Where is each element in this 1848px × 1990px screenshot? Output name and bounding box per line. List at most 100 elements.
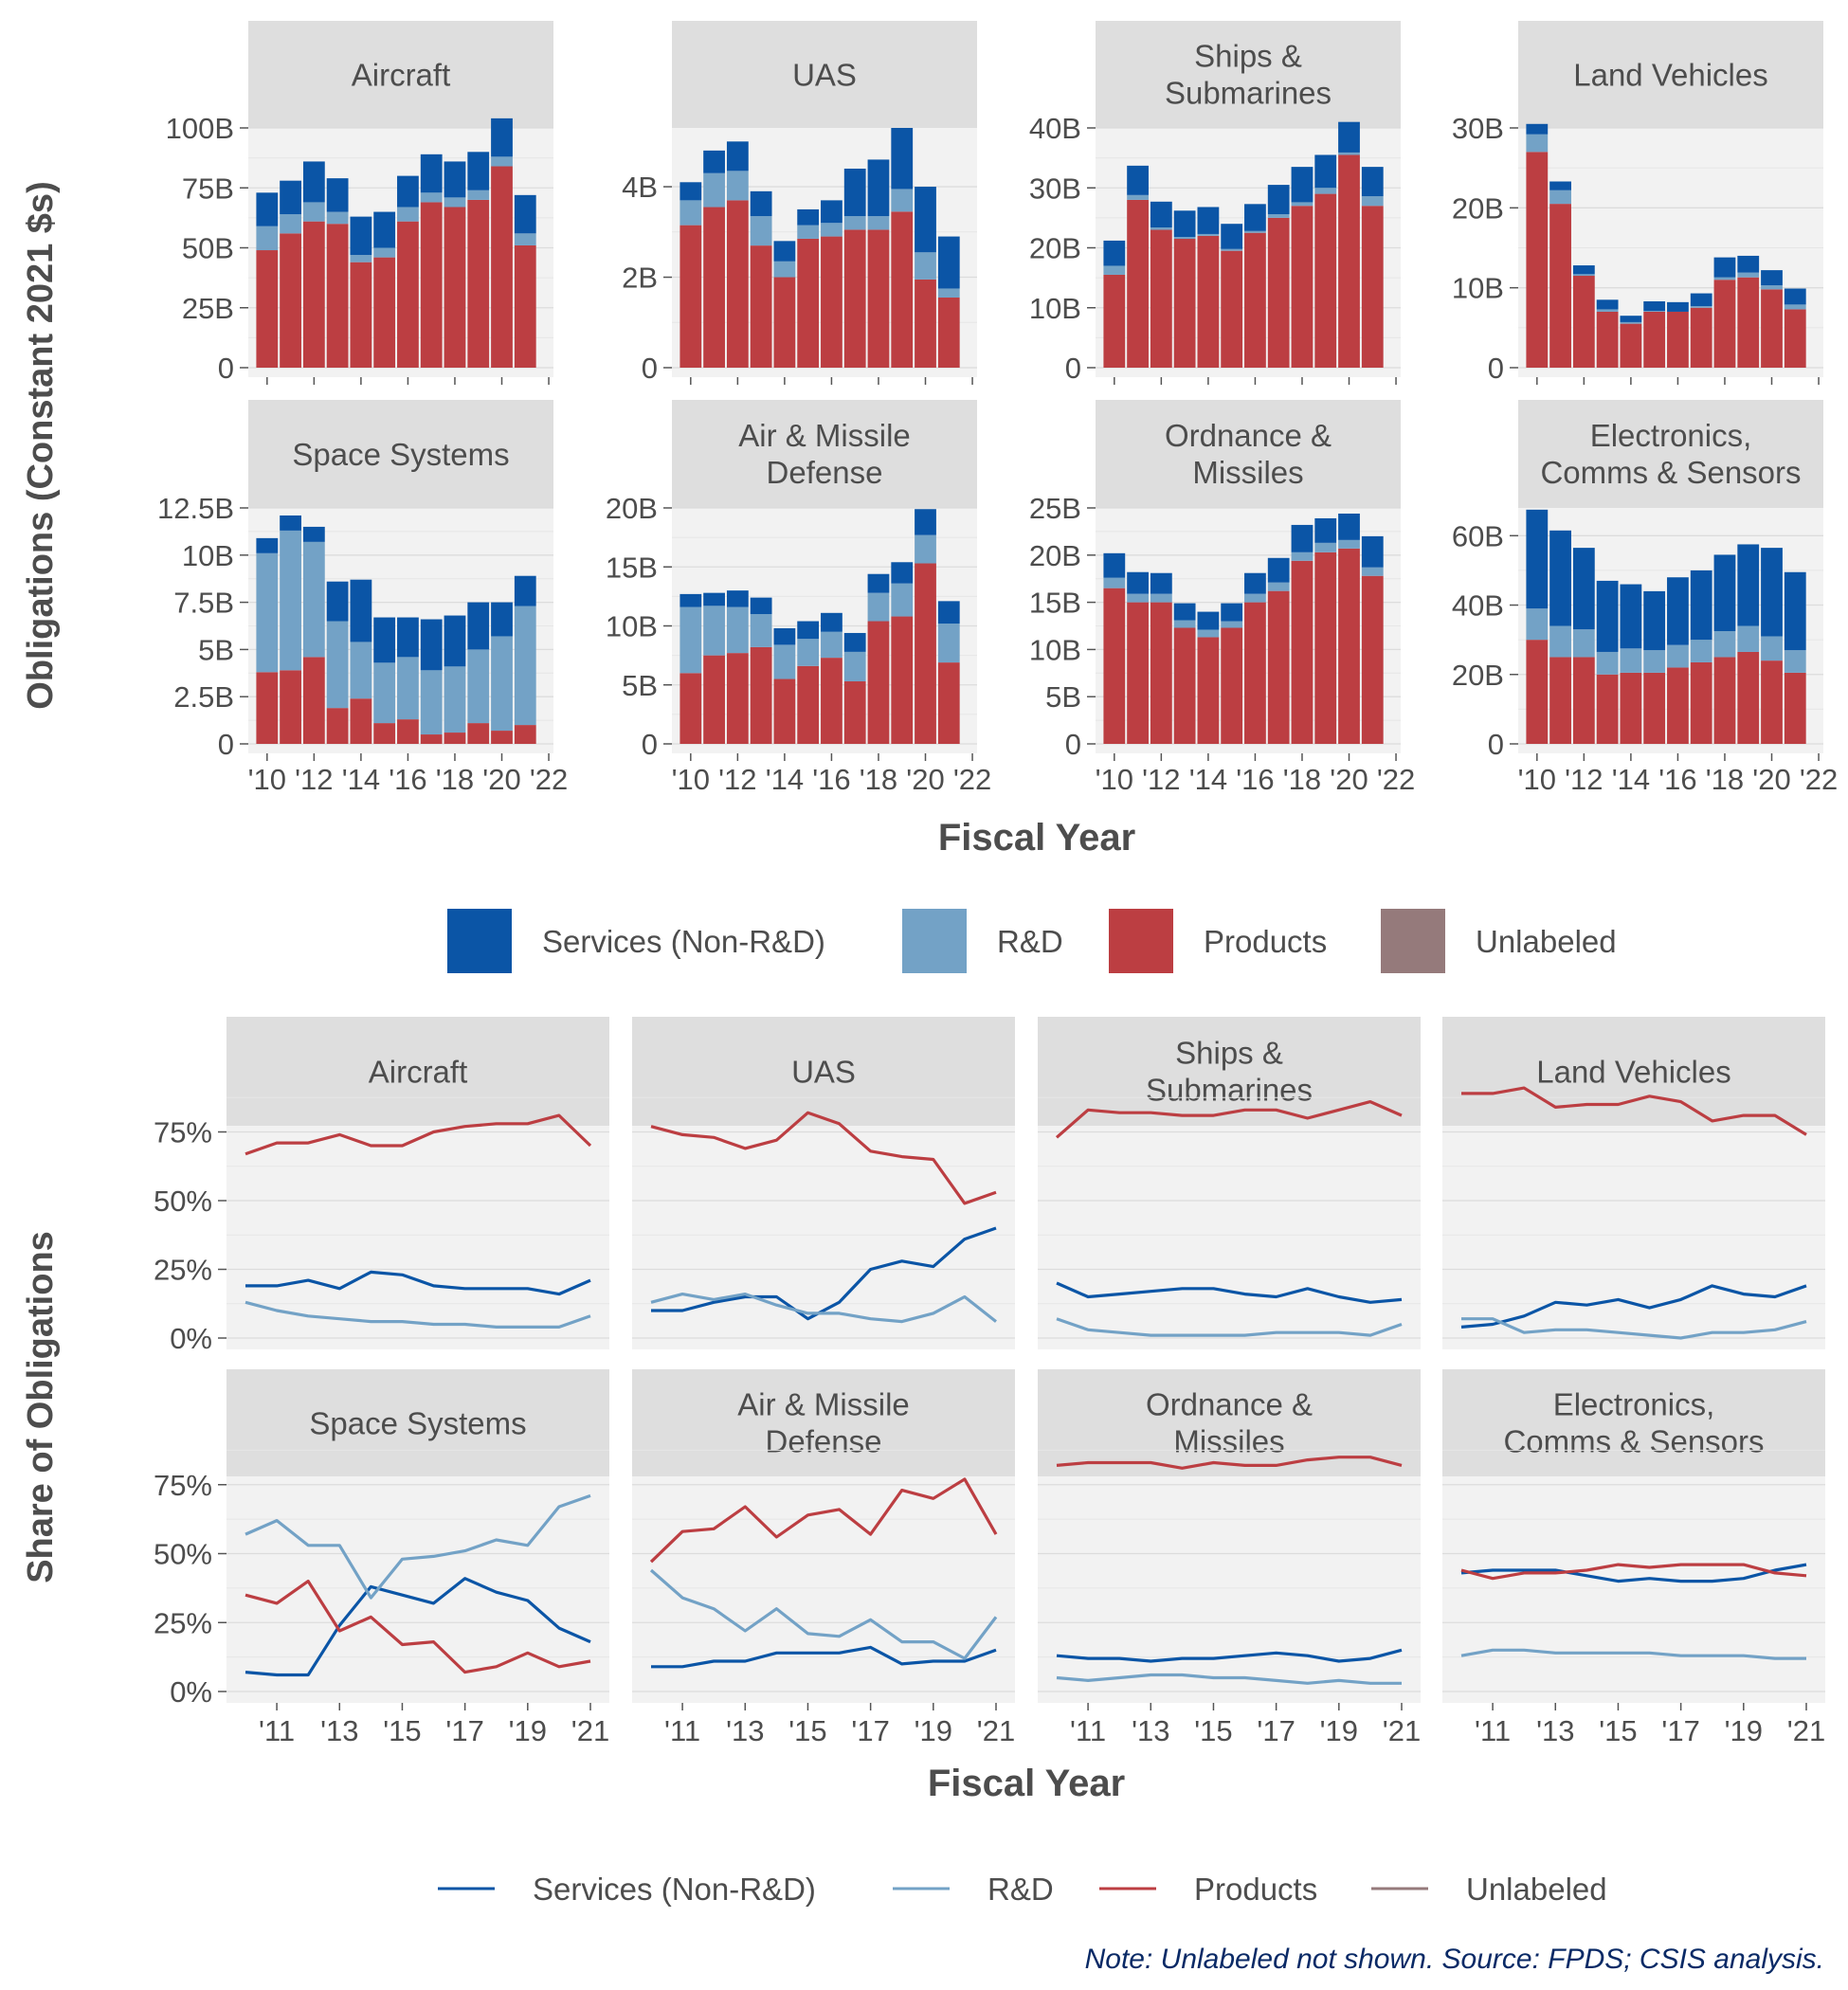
facet-top-6-bar-services (773, 627, 796, 645)
facet-top-7-bar-services (1127, 571, 1149, 594)
facet-top-3-title-line1: Ships & (1194, 39, 1302, 74)
legend-top-label-4: Unlabeled (1476, 924, 1617, 959)
facet-bottom-8-line-products (1460, 1563, 1807, 1581)
facet-bottom-8-x-tick-label: '15 (1599, 1714, 1637, 1747)
facet-top-1-bar-services (350, 216, 372, 256)
legend-bottom-label-2: R&D (987, 1872, 1054, 1907)
facet-top-1-bar-services (467, 152, 490, 190)
facet-top-6-bar-rnd (703, 606, 725, 656)
facet-top-7-x-tick-label: '14 (1189, 763, 1227, 796)
facet-top-1-bar-products (514, 244, 536, 368)
facet-top-3-bar-rnd (1221, 248, 1243, 251)
facet-top-2-bar-services (703, 150, 725, 173)
facet-top-2-bar-products (891, 211, 914, 368)
facet-top-4-bar-services (1761, 270, 1783, 286)
facet-bottom-8-x-tick-label: '21 (1787, 1714, 1825, 1747)
facet-top-3-bar-products (1150, 229, 1172, 368)
facet-top-7-bar-services (1361, 535, 1384, 568)
facet-top-3-bar-products (1103, 274, 1126, 368)
facet-top-2-bar-services (915, 187, 936, 253)
facet-top-5-x-tick-label: '14 (342, 763, 380, 796)
facet-bottom-7-x-tick-label: '19 (1320, 1714, 1358, 1747)
facet-top-6-title-line1: Air & Missile (738, 418, 911, 453)
facet-bottom-7-x-tick-label: '11 (1070, 1714, 1106, 1747)
facet-bottom-2-line-services (651, 1226, 997, 1321)
facet-top-8-x-tick-label: '12 (1565, 763, 1603, 796)
facet-top-7-y-tick-label: 15B (1029, 587, 1081, 620)
facet-top-7-bar-services (1150, 572, 1172, 594)
facet-bottom-1-panel (226, 1126, 609, 1349)
facet-top-7-bar-products (1150, 602, 1172, 744)
facet-top-4-bar-products (1596, 311, 1619, 368)
facet-top-1-bar-services (326, 178, 349, 212)
facet-top-6-bar-products (821, 658, 842, 744)
facet-top-1-y-tick-label: 0 (218, 352, 234, 385)
facet-top-8-bar-services (1667, 577, 1689, 645)
facet-top-4-bar-services (1549, 181, 1571, 190)
facet-top-8-bar-rnd (1596, 651, 1619, 675)
facet-top-7-x-tick-label: '22 (1377, 763, 1415, 796)
facet-top-8-bar-services (1761, 548, 1783, 637)
facet-top-5-x-tick-label: '20 (482, 763, 520, 796)
facet-top-5-bar-rnd (256, 552, 279, 673)
facet-top-4-bar-products (1784, 309, 1806, 368)
facet-top-3-bar-products (1221, 250, 1243, 368)
facet-top-6-bar-products (703, 655, 725, 744)
facet-top-7-x-tick-label: '16 (1236, 763, 1274, 796)
facet-top-7-x-tick-label: '20 (1330, 763, 1368, 796)
facet-top-1-bar-services (280, 180, 301, 215)
facet-top-8-bar-rnd (1620, 648, 1642, 673)
facet-top-4-strip (1518, 21, 1823, 128)
facet-top-8-bar-rnd (1549, 625, 1571, 658)
facet-bottom-3-line-services (1056, 1281, 1403, 1304)
facet-top-5-bar-services (397, 617, 419, 658)
facet-top-8-bar-services (1526, 509, 1549, 609)
facet-top-7-bar-services (1103, 552, 1126, 578)
legend-bottom-label-3: Products (1194, 1872, 1317, 1907)
facet-top-1-bar-products (397, 221, 419, 368)
facet-top-4-bar-services (1643, 301, 1666, 312)
facet-bottom-8: Electronics,Comms & Sensors '11 '13 '15 '17 '… (1442, 1369, 1825, 1747)
facet-top-5-bar-services (280, 515, 301, 531)
facet-top-2-bar-products (915, 279, 936, 368)
facet-top-6-bar-services (915, 509, 936, 535)
facet-bottom-8-line-services (1460, 1563, 1807, 1583)
facet-top-2-bar-rnd (679, 200, 702, 226)
facet-top-4-bar-products (1620, 323, 1642, 368)
facet-bottom-1-y-tick-label: 75% (154, 1116, 212, 1149)
facet-top-3: Ships &Submarines 0 10B 20B 30B 40B (1029, 21, 1401, 385)
facet-bottom-6-x-tick-label: '13 (726, 1714, 764, 1747)
facet-top-5-bar-rnd (326, 621, 349, 709)
facet-top-2-bar-services (679, 182, 702, 201)
facet-top-3-bar-rnd (1244, 230, 1266, 233)
facet-top-3-bar-services (1244, 204, 1266, 231)
facet-bottom-4: Land Vehicles (1442, 1017, 1825, 1349)
facet-top-5-strip (248, 400, 553, 508)
facet-top-5-bar-services (467, 602, 490, 650)
facet-top-6-bar-rnd (867, 592, 890, 622)
facet-top-2-bar-products (750, 245, 772, 368)
facet-top-2-bar-products (821, 236, 842, 368)
facet-bottom-6-x-tick-label: '11 (664, 1714, 700, 1747)
facet-bottom-5-x-tick-label: '15 (383, 1714, 421, 1747)
facet-bottom-8-title-line2: Comms & Sensors (1503, 1424, 1764, 1459)
facet-top-8-bar-rnd (1713, 630, 1736, 658)
facet-top-5-bar-services (256, 537, 279, 553)
facet-bottom-3: Ships &Submarines (1038, 1017, 1421, 1349)
facet-top-7-bar-rnd (1244, 593, 1266, 603)
facet-bottom-8-x-tick-label: '17 (1661, 1714, 1699, 1747)
facet-top-4-bar-rnd (1784, 304, 1806, 310)
facet-top-8-x-tick-label: '10 (1518, 763, 1556, 796)
facet-bottom-8-strip (1442, 1369, 1825, 1476)
facet-top-2-y-tick-label: 4B (622, 171, 658, 204)
facet-top-4-bar-rnd (1549, 190, 1571, 205)
facet-top-7-y-tick-label: 10B (1029, 633, 1081, 666)
facet-top-1-bar-rnd (397, 207, 419, 222)
facet-top-4-bar-services (1667, 301, 1689, 312)
facet-top-7-y-tick-label: 25B (1029, 492, 1081, 525)
facet-bottom-1-line-rnd (245, 1300, 591, 1330)
facet-top-2-bar-rnd (750, 216, 772, 246)
facet-top-6-bar-services (867, 573, 890, 593)
facet-top-5-bar-products (302, 657, 325, 744)
facet-top-8-bar-products (1526, 640, 1549, 744)
